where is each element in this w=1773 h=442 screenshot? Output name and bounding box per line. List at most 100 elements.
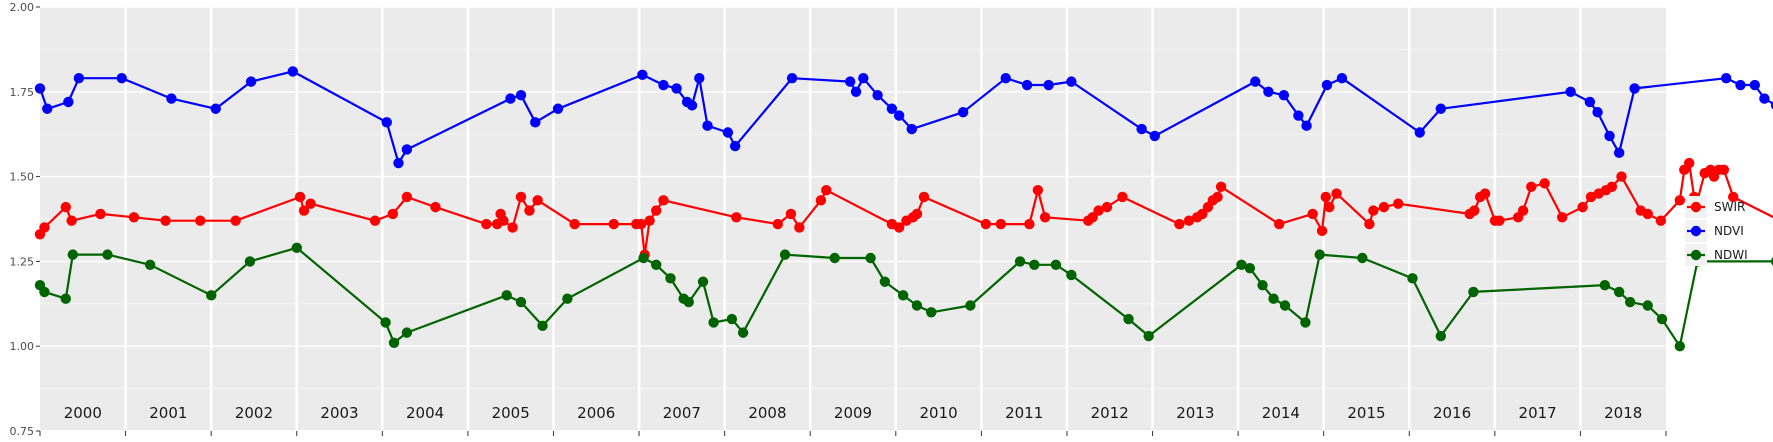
year-label: 2003 bbox=[320, 404, 358, 422]
data-point bbox=[918, 191, 930, 203]
year-label: 2015 bbox=[1347, 404, 1385, 422]
data-point bbox=[1599, 279, 1611, 291]
data-point bbox=[1721, 73, 1732, 84]
data-point bbox=[380, 317, 391, 328]
year-label: 2012 bbox=[1091, 404, 1129, 422]
data-point bbox=[1236, 259, 1247, 270]
series-swir bbox=[34, 157, 1773, 260]
data-point bbox=[893, 222, 905, 233]
year-label: 2017 bbox=[1519, 404, 1557, 422]
data-point bbox=[1117, 191, 1128, 203]
year-label: 2000 bbox=[64, 404, 102, 422]
data-point bbox=[1517, 205, 1529, 216]
data-point bbox=[116, 73, 127, 84]
data-point bbox=[291, 242, 302, 254]
data-point bbox=[1749, 79, 1760, 91]
data-point bbox=[1407, 273, 1418, 284]
data-point bbox=[650, 205, 662, 216]
data-point bbox=[886, 103, 898, 114]
data-point bbox=[1759, 93, 1770, 104]
data-point bbox=[195, 215, 206, 226]
data-point bbox=[1642, 208, 1653, 220]
year-label: 2016 bbox=[1433, 404, 1471, 422]
data-point bbox=[926, 307, 937, 318]
data-point bbox=[1143, 330, 1154, 342]
data-point bbox=[569, 218, 580, 230]
data-point bbox=[694, 73, 705, 84]
year-label: 2010 bbox=[919, 404, 957, 422]
data-point bbox=[481, 218, 492, 230]
data-point bbox=[1029, 259, 1040, 270]
data-point bbox=[729, 140, 741, 152]
data-point bbox=[524, 205, 535, 216]
data-point bbox=[401, 327, 413, 338]
year-label: 2018 bbox=[1604, 404, 1642, 422]
data-point bbox=[638, 252, 649, 264]
data-point bbox=[1770, 101, 1773, 110]
data-point bbox=[1024, 218, 1035, 230]
data-point bbox=[1557, 212, 1568, 223]
data-point bbox=[1368, 205, 1379, 216]
year-label: 2005 bbox=[492, 404, 530, 422]
data-point bbox=[39, 222, 50, 233]
data-point bbox=[737, 327, 749, 338]
year-label: 2013 bbox=[1176, 404, 1214, 422]
data-point bbox=[1257, 279, 1268, 291]
data-point bbox=[1087, 212, 1098, 223]
data-point bbox=[1331, 188, 1342, 199]
data-point bbox=[1642, 300, 1653, 311]
data-point bbox=[1728, 191, 1739, 203]
data-point bbox=[1032, 184, 1044, 196]
data-point bbox=[287, 66, 299, 77]
data-point bbox=[515, 296, 527, 308]
legend-key-point bbox=[1690, 201, 1702, 213]
data-point bbox=[1268, 293, 1279, 304]
data-point bbox=[1043, 79, 1054, 91]
data-point bbox=[1606, 181, 1618, 192]
data-point bbox=[879, 276, 891, 287]
data-point bbox=[39, 286, 50, 298]
y-tick-label: 1.00 bbox=[10, 340, 35, 353]
year-label: 2004 bbox=[406, 404, 444, 422]
data-point bbox=[911, 300, 923, 311]
legend-item-swir: SWIR bbox=[1685, 196, 1745, 218]
data-point bbox=[1278, 89, 1290, 101]
data-point bbox=[530, 117, 541, 128]
data-point bbox=[697, 276, 709, 287]
data-point bbox=[1378, 201, 1390, 213]
year-label: 2009 bbox=[834, 404, 872, 422]
legend: SWIR NDVI NDWI bbox=[1685, 196, 1748, 266]
data-point bbox=[1526, 181, 1537, 192]
y-tick-label: 1.75 bbox=[10, 86, 35, 99]
data-point bbox=[166, 93, 177, 104]
data-point bbox=[42, 103, 53, 114]
data-point bbox=[401, 144, 413, 155]
data-point bbox=[779, 249, 791, 260]
data-point bbox=[381, 117, 392, 128]
data-point bbox=[515, 191, 527, 203]
series-layer bbox=[34, 66, 1773, 352]
data-point bbox=[552, 103, 564, 114]
data-point bbox=[1279, 300, 1291, 311]
data-point bbox=[1494, 215, 1505, 226]
data-point bbox=[1468, 286, 1479, 298]
data-point bbox=[635, 218, 647, 230]
data-point bbox=[128, 212, 140, 223]
data-point bbox=[1101, 201, 1113, 213]
data-point bbox=[1215, 181, 1227, 192]
data-point bbox=[294, 191, 306, 203]
data-point bbox=[897, 290, 909, 301]
data-point bbox=[245, 76, 257, 87]
data-point bbox=[1770, 257, 1773, 266]
data-point bbox=[829, 252, 840, 264]
data-point bbox=[73, 73, 85, 84]
data-point bbox=[815, 195, 827, 206]
data-point bbox=[821, 184, 832, 196]
data-point bbox=[722, 127, 734, 138]
data-point bbox=[658, 195, 669, 206]
year-label: 2014 bbox=[1262, 404, 1300, 422]
data-point bbox=[388, 337, 400, 349]
data-point bbox=[1718, 164, 1730, 176]
data-point bbox=[60, 293, 71, 304]
data-point bbox=[872, 89, 883, 101]
